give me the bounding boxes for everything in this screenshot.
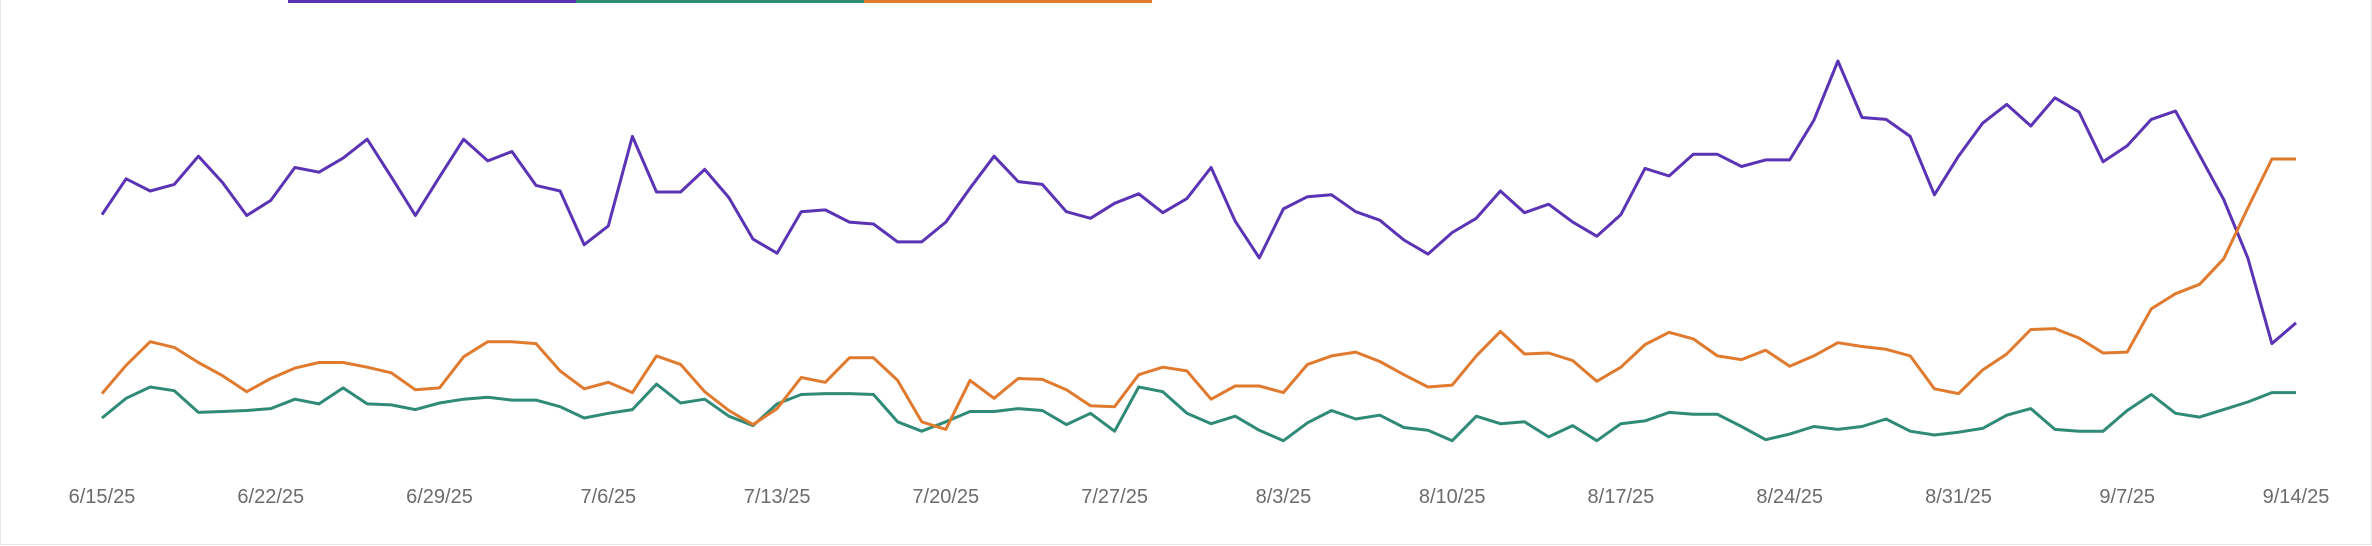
series-line-3[interactable]	[100, 157, 2296, 431]
legend-swatch-series-1[interactable]	[288, 0, 576, 3]
x-axis-ticks: 6/15/25 6/22/25 6/29/25 7/6/25 7/13/25 7/20/2…	[69, 486, 2330, 508]
x-tick-label: 8/31/25	[1925, 486, 1992, 508]
legend-swatch-series-2[interactable]	[576, 0, 864, 3]
x-tick-label: 8/3/25	[1256, 486, 1312, 508]
legend-swatch-series-3[interactable]	[864, 0, 1152, 3]
x-tick-label: 7/20/25	[912, 486, 979, 508]
x-tick-label: 6/29/25	[406, 486, 473, 508]
series-layer	[100, 59, 2297, 443]
x-tick-label: 8/24/25	[1756, 486, 1823, 508]
x-tick-label: 6/15/25	[69, 486, 136, 508]
x-tick-label: 6/22/25	[237, 486, 304, 508]
series-line-2[interactable]	[101, 382, 2296, 443]
x-tick-label: 7/13/25	[744, 486, 811, 508]
legend	[288, 0, 1152, 4]
x-tick-label: 7/27/25	[1081, 486, 1148, 508]
x-tick-label: 8/10/25	[1419, 486, 1486, 508]
x-tick-label: 8/17/25	[1588, 486, 1655, 508]
series-line-1[interactable]	[100, 59, 2297, 346]
x-tick-label: 9/7/25	[2099, 486, 2155, 508]
x-tick-label: 7/6/25	[580, 486, 636, 508]
x-tick-label: 9/14/25	[2263, 486, 2330, 508]
